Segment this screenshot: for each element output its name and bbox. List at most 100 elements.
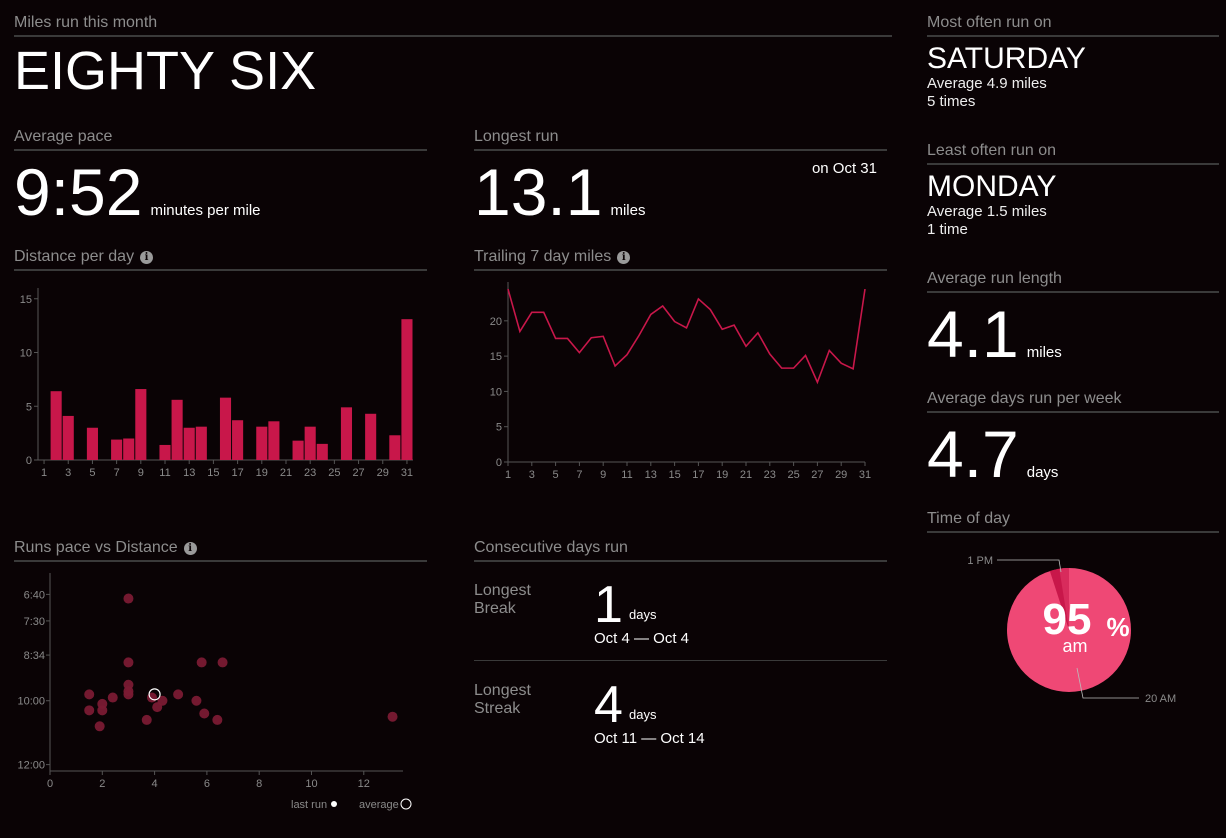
least-often-day: MONDAY xyxy=(927,170,1057,203)
x-tick-label: 3 xyxy=(65,467,71,479)
longest-streak-range: Oct 11 — Oct 14 xyxy=(594,730,705,747)
scatter-point xyxy=(191,695,202,706)
y-tick-label: 5 xyxy=(26,401,32,413)
distance-per-day-title: Distance per day xyxy=(14,248,135,265)
x-tick-label: 7 xyxy=(576,469,582,481)
x-tick-label: 23 xyxy=(764,469,776,481)
scatter-point xyxy=(94,721,105,732)
bar xyxy=(111,439,123,460)
x-tick-label: 31 xyxy=(401,467,413,479)
bar xyxy=(219,397,232,460)
y-tick-label: 8:34 xyxy=(24,650,45,662)
bar xyxy=(256,426,268,460)
y-tick-label: 10 xyxy=(20,348,32,360)
avg-pace-section: Average pace 9:52 minutes per mile xyxy=(14,128,427,225)
info-icon[interactable]: i xyxy=(140,250,154,264)
avg-pace-unit: minutes per mile xyxy=(150,202,261,219)
scatter-point xyxy=(196,657,207,668)
pie-label-pm: 1 PM xyxy=(967,555,993,567)
scatter-point xyxy=(123,593,134,604)
average-point xyxy=(148,688,161,701)
least-often-avg: Average 1.5 miles xyxy=(927,203,1047,220)
bar xyxy=(389,435,401,460)
bar xyxy=(135,389,147,460)
longest-break-unit: days xyxy=(629,607,657,622)
x-tick-label: 17 xyxy=(231,467,243,479)
scatter-point xyxy=(199,708,210,719)
x-tick-label: 31 xyxy=(859,469,871,481)
avg-days-week-value: 4.7 xyxy=(927,417,1019,491)
x-tick-label: 13 xyxy=(183,467,195,479)
scatter-point xyxy=(212,714,223,725)
y-tick-label: 5 xyxy=(496,422,502,434)
y-tick-label: 10 xyxy=(490,386,502,398)
scatter-point xyxy=(157,695,168,706)
pie-period: am xyxy=(1062,636,1087,656)
y-tick-label: 7:30 xyxy=(24,616,45,628)
x-tick-label: 0 xyxy=(47,778,53,790)
x-tick-label: 2 xyxy=(99,778,105,790)
time-of-day-chart: 1 PM 20 AM 95 % am xyxy=(967,555,1176,705)
bar xyxy=(268,421,280,460)
pace-distance-title: Runs pace vs Distance xyxy=(14,539,178,556)
avg-pace-title: Average pace xyxy=(14,128,427,151)
x-tick-label: 15 xyxy=(668,469,680,481)
scatter-point xyxy=(173,689,184,700)
bar xyxy=(304,426,316,460)
bar xyxy=(171,399,183,460)
pace-distance-section: Runs pace vs Distance i 6:40 7:30 8:34 10:00… xyxy=(14,539,427,811)
x-tick-label: 19 xyxy=(256,467,268,479)
x-tick-label: 9 xyxy=(138,467,144,479)
avg-run-length-unit: miles xyxy=(1026,344,1062,361)
avg-days-week-section: Average days run per week 4.7 days xyxy=(927,390,1219,487)
y-tick-label: 12:00 xyxy=(17,760,45,772)
x-tick-label: 6 xyxy=(204,778,210,790)
scatter-point xyxy=(146,692,157,703)
scatter-point xyxy=(84,705,95,716)
x-tick-label: 29 xyxy=(835,469,847,481)
legend-last-run: last run xyxy=(291,799,327,811)
bar xyxy=(195,426,207,460)
x-tick-label: 29 xyxy=(377,467,389,479)
time-of-day-title: Time of day xyxy=(927,510,1219,533)
info-icon[interactable]: i xyxy=(183,541,197,555)
scatter-point xyxy=(217,657,228,668)
info-icon[interactable]: i xyxy=(617,250,631,264)
bar xyxy=(316,443,328,460)
most-often-section: Most often run on SATURDAY Average 4.9 m… xyxy=(927,14,1219,111)
x-tick-label: 19 xyxy=(716,469,728,481)
avg-run-length-value: 4.1 xyxy=(927,297,1019,371)
longest-run-date: on Oct 31 xyxy=(811,160,877,177)
longest-run-title: Longest run xyxy=(474,128,887,151)
scatter-point xyxy=(97,705,108,716)
consecutive-title: Consecutive days run xyxy=(474,539,887,562)
pie-percent: 95 xyxy=(1043,595,1092,644)
longest-streak-label: Longest Streak xyxy=(474,682,531,717)
x-tick-label: 23 xyxy=(304,467,316,479)
bar xyxy=(62,415,74,460)
avg-run-length-section: Average run length 4.1 miles xyxy=(927,270,1219,367)
trailing-miles-section: Trailing 7 day miles i 0 5 10 15 20 1 3 5 7 9 11 13 1… xyxy=(474,248,887,481)
x-tick-label: 25 xyxy=(328,467,340,479)
x-tick-label: 15 xyxy=(207,467,219,479)
longest-streak-unit: days xyxy=(629,707,657,722)
least-often-title: Least often run on xyxy=(927,142,1219,165)
y-tick-label: 15 xyxy=(490,351,502,363)
x-tick-label: 11 xyxy=(621,469,632,481)
pie-slice-pm-shade xyxy=(1059,568,1069,630)
bar xyxy=(401,319,413,460)
longest-run-unit: miles xyxy=(610,202,646,219)
y-tick-label: 0 xyxy=(26,455,32,467)
x-tick-label: 9 xyxy=(600,469,606,481)
x-tick-label: 21 xyxy=(740,469,752,481)
avg-run-length-title: Average run length xyxy=(927,270,1219,293)
trailing-miles-title: Trailing 7 day miles xyxy=(474,248,612,265)
consecutive-section: Consecutive days run Longest Break 1 day… xyxy=(474,539,887,769)
bar xyxy=(86,427,98,460)
scatter-point xyxy=(387,711,398,722)
scatter-point xyxy=(84,689,95,700)
x-tick-label: 10 xyxy=(305,778,317,790)
x-tick-label: 3 xyxy=(529,469,535,481)
